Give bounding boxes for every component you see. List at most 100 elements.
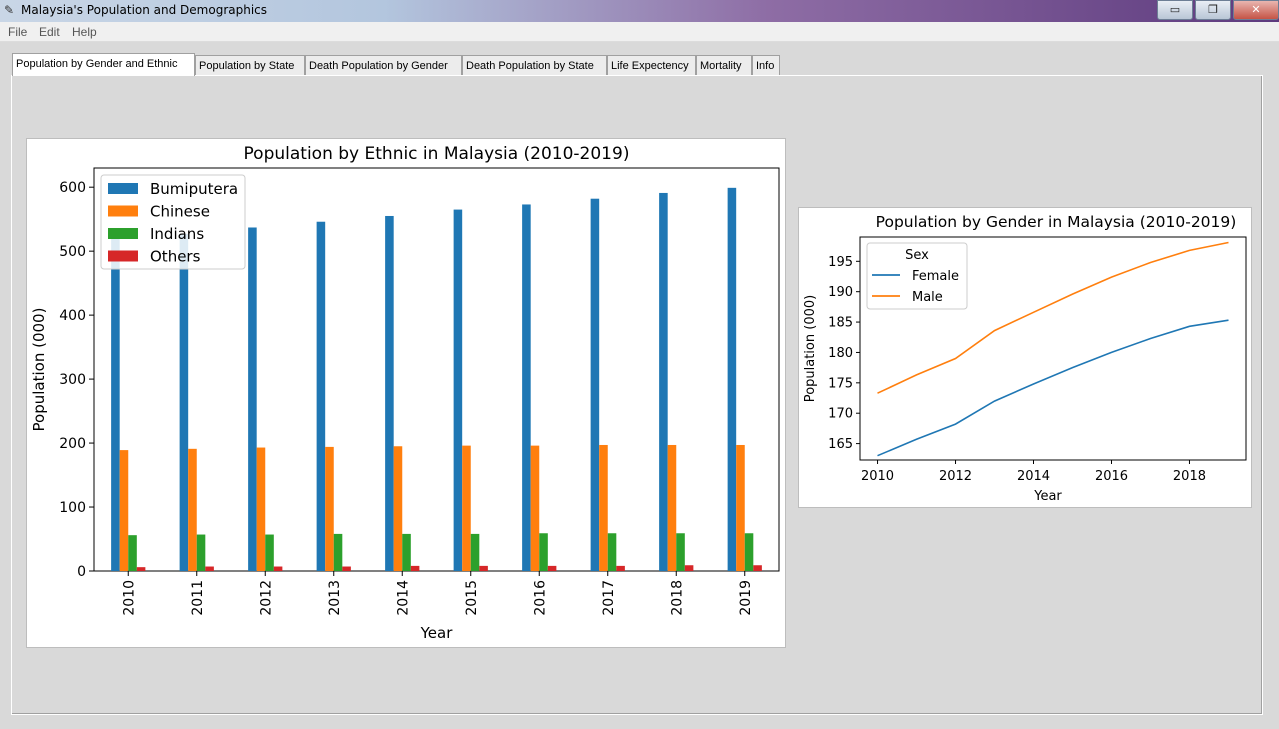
gender-line-chart-figure: Population by Gender in Malaysia (2010-2…	[798, 207, 1252, 508]
gender-line-chart: Population by Gender in Malaysia (2010-2…	[803, 213, 1247, 504]
x-tick-label: 2015	[464, 580, 480, 616]
bar-bumiputera-2017	[590, 198, 600, 571]
bar-chinese-2019	[736, 444, 745, 571]
window-title: Malaysia's Population and Demographics	[21, 3, 268, 17]
bar-chinese-2015	[462, 445, 471, 571]
bar-bumiputera-2016	[522, 204, 531, 571]
legend-label-indians: Indians	[150, 225, 204, 243]
bar-bumiputera-2015	[453, 209, 463, 571]
bar-bumiputera-2018	[659, 192, 668, 571]
menu-edit[interactable]: Edit	[39, 25, 60, 39]
tab-mortality[interactable]: Mortality	[696, 55, 752, 75]
x-tick-label: 2018	[669, 580, 685, 616]
line-plot-frame	[859, 236, 1247, 461]
minimize-button[interactable]: ▭	[1157, 0, 1193, 20]
y-tick-label: 190	[828, 285, 853, 300]
x-tick-label: 2017	[601, 580, 617, 616]
x-tick-label: 2013	[327, 580, 343, 616]
bar-chinese-2013	[325, 446, 334, 571]
bar-chinese-2012	[256, 447, 266, 571]
tab-population-state[interactable]: Population by State	[195, 55, 305, 75]
bar-indians-2011	[196, 534, 206, 571]
bar-chinese-2018	[667, 444, 677, 571]
bar-chinese-2017	[599, 444, 608, 571]
y-tick-label: 500	[59, 244, 86, 260]
tab-death-population-gender[interactable]: Death Population by Gender	[305, 55, 462, 75]
close-button[interactable]: ✕	[1233, 0, 1279, 20]
bar-indians-2010	[128, 535, 137, 571]
legend-label-chinese: Chinese	[150, 203, 210, 221]
bar-indians-2015	[470, 533, 480, 571]
x-tick-label: 2018	[1173, 469, 1206, 484]
x-tick-label: 2011	[190, 580, 206, 616]
y-tick-label: 400	[59, 308, 86, 324]
bar-legend-box	[100, 174, 246, 270]
bar-others-2010	[136, 567, 146, 571]
bar-plot-frame	[93, 167, 780, 572]
y-tick-label: 185	[828, 316, 853, 331]
legend-label-others: Others	[150, 248, 201, 266]
bar-chinese-2016	[530, 445, 540, 571]
y-tick-label: 195	[828, 255, 853, 270]
bar-others-2013	[342, 566, 351, 571]
y-tick-label: 170	[828, 407, 853, 422]
x-tick-label: 2012	[258, 580, 274, 616]
bar-others-2012	[273, 566, 283, 571]
bar-bumiputera-2019	[727, 187, 737, 572]
ethnic-bar-chart: Population by Ethnic in Malaysia (2010-2…	[30, 144, 780, 642]
line-chart-title: Population by Gender in Malaysia (2010-2…	[876, 213, 1237, 231]
legend-swatch-others	[108, 250, 138, 262]
bar-bumiputera-2011	[179, 233, 189, 571]
bar-others-2014	[410, 565, 420, 571]
y-tick-label: 200	[59, 436, 86, 452]
legend-title: Sex	[905, 248, 929, 263]
x-tick-label: 2016	[1095, 469, 1128, 484]
line-female	[877, 319, 1229, 457]
bar-others-2017	[616, 565, 625, 571]
tab-info[interactable]: Info	[752, 55, 780, 75]
line-male	[877, 241, 1229, 394]
y-tick-label: 100	[59, 500, 86, 516]
x-tick-label: 2019	[738, 580, 754, 616]
bar-chinese-2011	[188, 448, 197, 571]
legend-swatch-indians	[108, 228, 138, 239]
legend-label-bumiputera: Bumiputera	[150, 180, 238, 198]
menu-file[interactable]: File	[8, 25, 28, 39]
x-tick-label: 2016	[532, 580, 548, 616]
bar-chart-title: Population by Ethnic in Malaysia (2010-2…	[244, 144, 630, 164]
tab-death-population-state[interactable]: Death Population by State	[462, 55, 607, 75]
legend-label-female: Female	[912, 269, 959, 284]
legend-label-male: Male	[912, 290, 943, 305]
y-tick-label: 300	[59, 372, 86, 388]
bar-indians-2019	[744, 533, 754, 571]
bar-bumiputera-2010	[111, 238, 120, 571]
y-tick-label: 600	[59, 180, 86, 196]
bar-others-2018	[684, 565, 694, 571]
menubar: File Edit Help	[0, 22, 1279, 42]
bar-others-2011	[205, 566, 214, 571]
bar-indians-2014	[402, 533, 411, 571]
line-x-axis-label: Year	[1033, 489, 1062, 504]
x-tick-label: 2010	[121, 580, 137, 616]
legend-swatch-chinese	[108, 205, 138, 217]
y-tick-label: 175	[828, 376, 853, 391]
tab-life-expectency[interactable]: Life Expectency	[607, 55, 696, 75]
bar-bumiputera-2012	[248, 227, 257, 571]
bar-y-axis-label: Population (000)	[30, 308, 48, 432]
maximize-button[interactable]: ❐	[1195, 0, 1231, 20]
x-tick-label: 2014	[1017, 469, 1050, 484]
y-tick-label: 165	[828, 437, 853, 452]
menu-help[interactable]: Help	[72, 25, 97, 39]
bar-indians-2012	[265, 534, 274, 571]
legend-swatch-bumiputera	[108, 183, 138, 194]
bar-others-2016	[547, 565, 557, 571]
tab-population-gender-ethnic[interactable]: Population by Gender and Ethnic	[12, 53, 195, 76]
y-tick-label: 180	[828, 346, 853, 361]
y-tick-label: 0	[77, 564, 86, 580]
bar-chinese-2014	[393, 446, 403, 571]
line-legend-box	[866, 242, 968, 310]
window-titlebar[interactable]: ✎ Malaysia's Population and Demographics…	[0, 0, 1279, 23]
bar-x-axis-label: Year	[420, 624, 454, 642]
x-tick-label: 2012	[939, 469, 972, 484]
ethnic-bar-chart-figure: Population by Ethnic in Malaysia (2010-2…	[26, 138, 786, 648]
